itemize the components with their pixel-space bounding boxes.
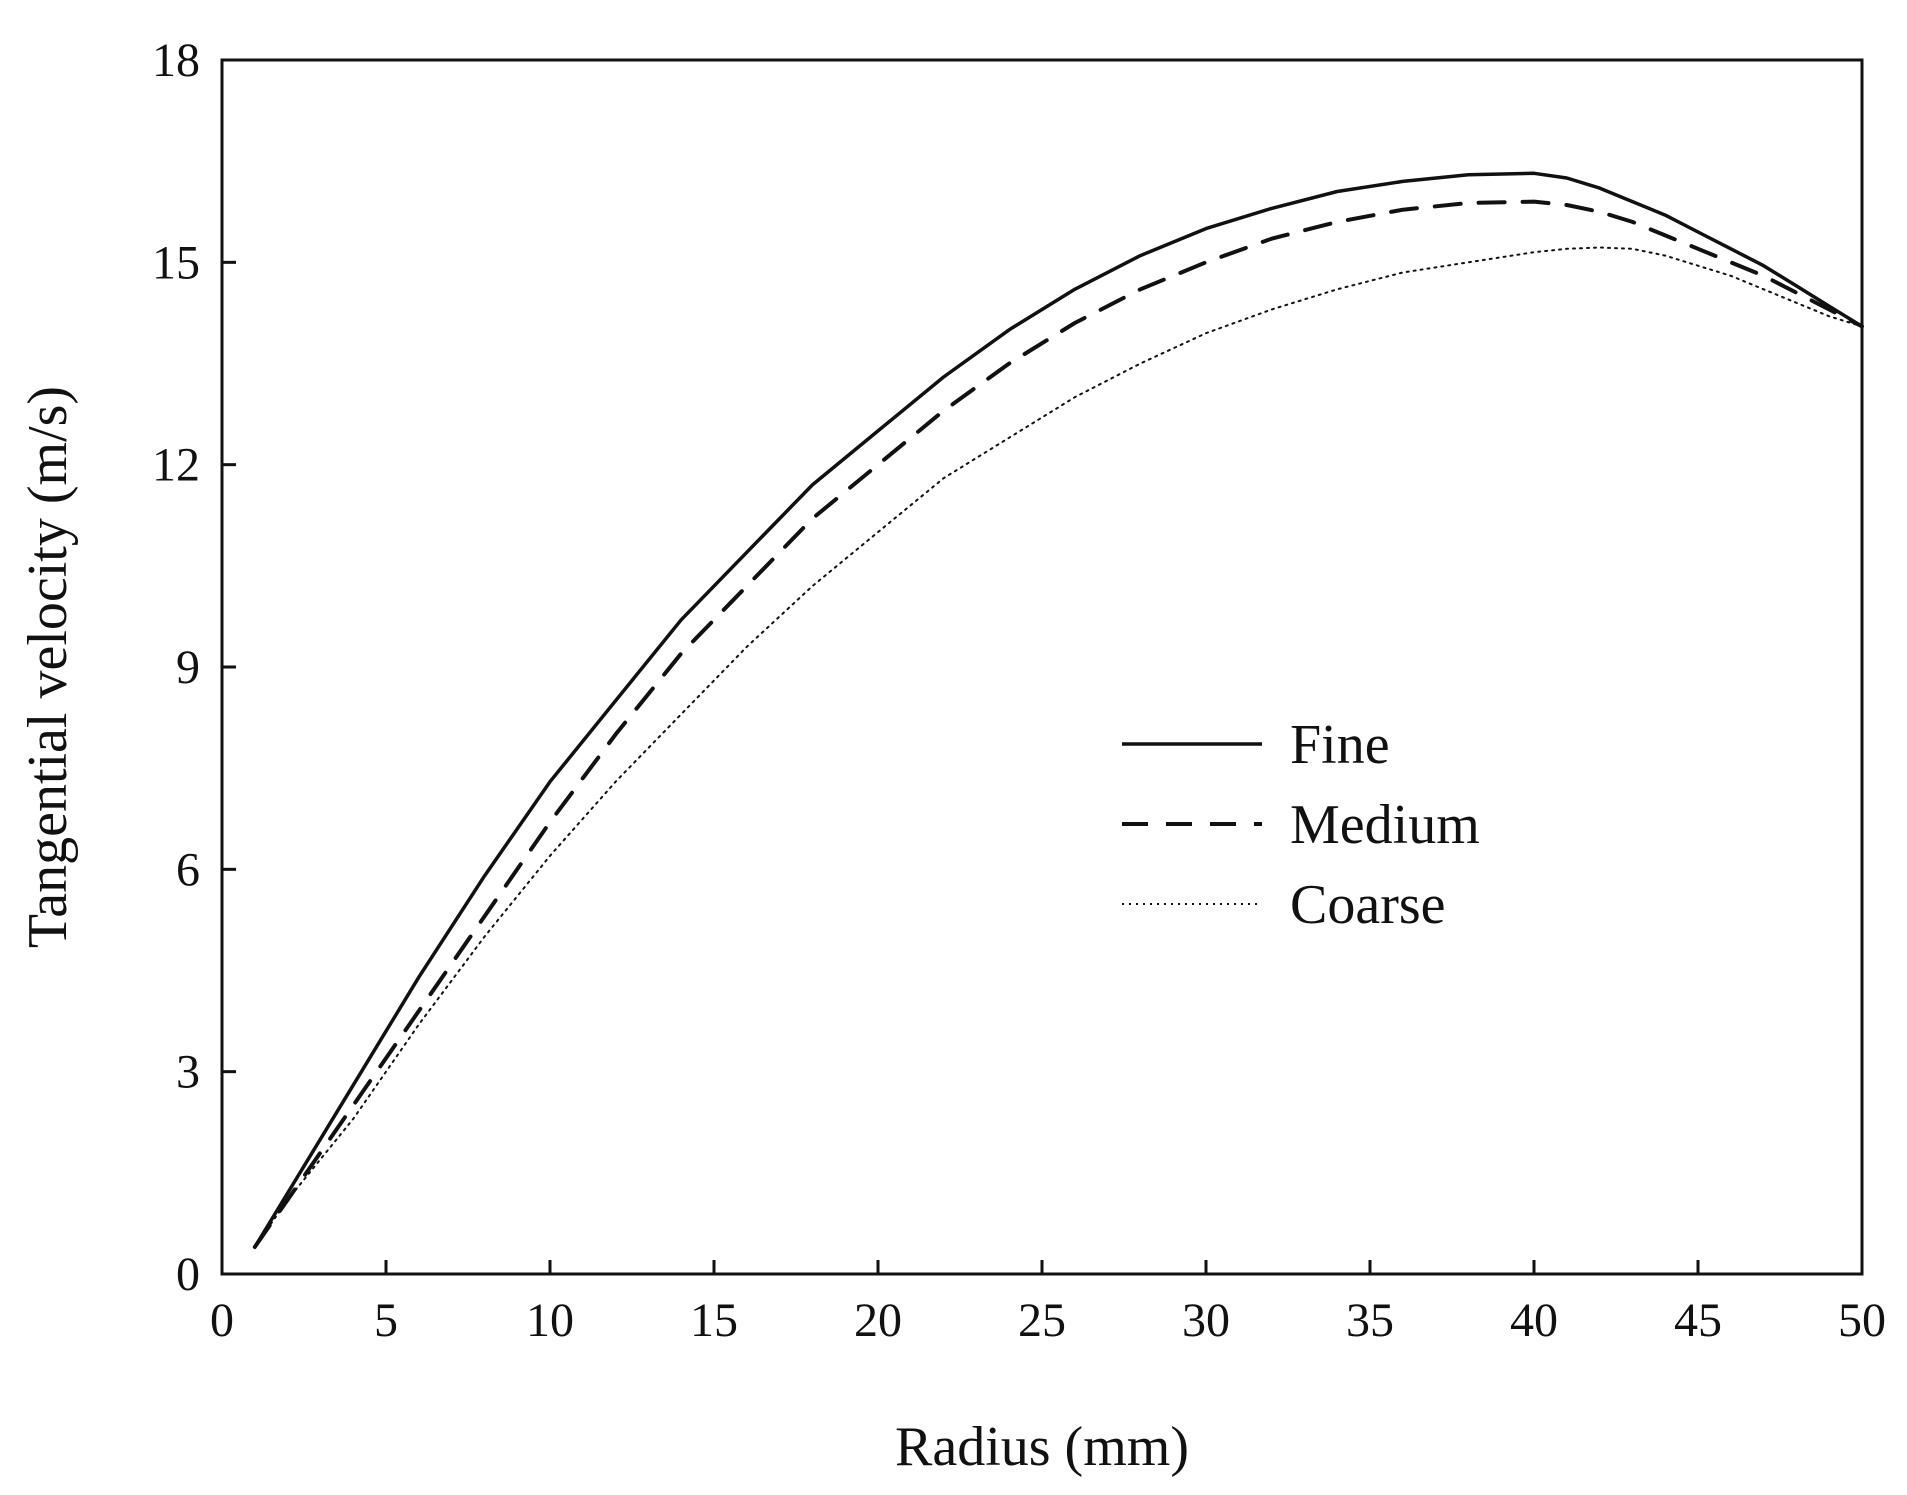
series-line-medium [252,199,1864,1249]
y-tick-label: 6 [176,843,200,896]
y-tick-label: 18 [152,34,200,87]
series-line-fine [253,171,1864,1249]
y-tick-label: 15 [152,236,200,289]
x-axis-title: Radius (mm) [895,1416,1189,1478]
x-tick-label: 50 [1838,1294,1886,1347]
x-tick-label: 30 [1182,1294,1230,1347]
legend: Fine Medium Coarse [1122,714,1480,936]
y-tick-label: 9 [176,641,200,694]
x-tick-label: 15 [690,1294,738,1347]
y-tick-label: 12 [152,439,200,492]
x-tick-label: 35 [1346,1294,1394,1347]
axis-ticks [220,58,1864,1276]
legend-label-fine: Fine [1290,714,1390,776]
x-tick-label: 20 [854,1294,902,1347]
x-tick-label: 25 [1018,1294,1066,1347]
x-tick-label: 10 [526,1294,574,1347]
y-tick-label: 0 [176,1248,200,1301]
axis-tick-labels: 0 5 10 15 20 25 30 35 40 45 50 0 3 6 9 12 15 18 [152,34,1886,1347]
series-line-coarse [253,246,1863,1248]
series-layer [252,171,1864,1249]
x-tick-label: 0 [210,1294,234,1347]
legend-label-coarse: Coarse [1290,874,1446,936]
legend-label-medium: Medium [1290,794,1480,856]
x-tick-label: 40 [1510,1294,1558,1347]
y-tick-label: 3 [176,1046,200,1099]
x-tick-label: 5 [374,1294,398,1347]
x-tick-label: 45 [1674,1294,1722,1347]
plot-frame [220,58,1864,1276]
y-axis-title: Tangential velocity (m/s) [17,386,79,948]
